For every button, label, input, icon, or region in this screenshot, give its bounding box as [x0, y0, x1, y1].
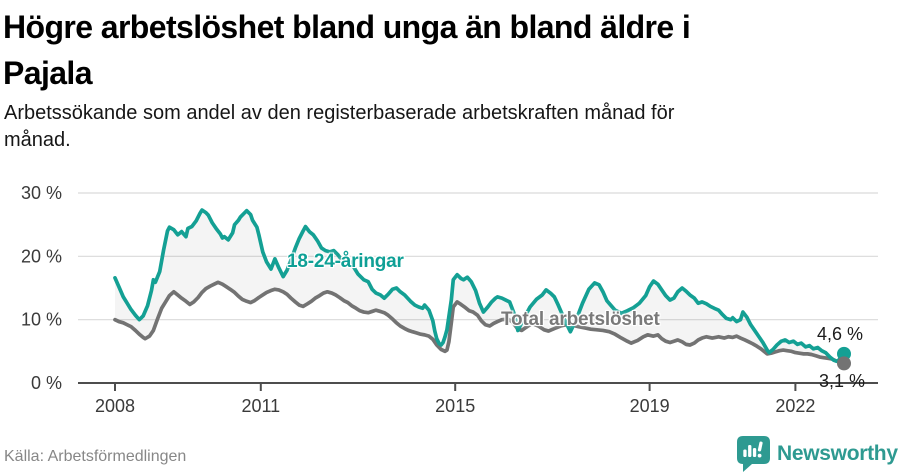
page-title: Högre arbetslöshet bland unga än bland ä…: [3, 4, 897, 96]
x-tick-label: 2011: [241, 396, 280, 416]
page-title-line1: Högre arbetslöshet bland unga än bland ä…: [3, 9, 691, 45]
y-tick-label: 10 %: [21, 310, 62, 330]
end-value-label-total: 3,1 %: [819, 371, 866, 391]
x-tick-label: 2015: [435, 396, 475, 416]
chart-subtitle-line1: Arbetssökande som andel av den registerb…: [4, 102, 675, 124]
chart-subtitle: Arbetssökande som andel av den registerb…: [4, 100, 874, 154]
newsworthy-logo-icon: [737, 436, 770, 472]
x-tick-label: 2022: [775, 396, 815, 416]
newsworthy-logo[interactable]: Newsworthy: [737, 436, 898, 472]
total-series-end-dot: [837, 356, 851, 371]
between-series-band: [115, 210, 844, 364]
x-tick-label: 2019: [630, 396, 670, 416]
source-credit: Källa: Arbetsförmedlingen: [4, 448, 187, 465]
end-value-label-young: 4,6 %: [817, 324, 864, 344]
young-series-line: [113, 208, 846, 364]
series-label-total: Total arbetslöshet: [501, 309, 660, 330]
chart-subtitle-line2: månad.: [4, 129, 71, 151]
page-title-line2: Pajala: [3, 55, 93, 91]
newsworthy-wordmark: Newsworthy: [777, 442, 898, 465]
y-tick-label: 30 %: [21, 183, 62, 203]
total-series-line: [113, 280, 846, 366]
series-label-young: 18-24-åringar: [287, 251, 404, 272]
y-tick-label: 20 %: [21, 246, 62, 266]
y-tick-label: 0 %: [31, 373, 62, 393]
x-tick-label: 2008: [95, 396, 135, 416]
